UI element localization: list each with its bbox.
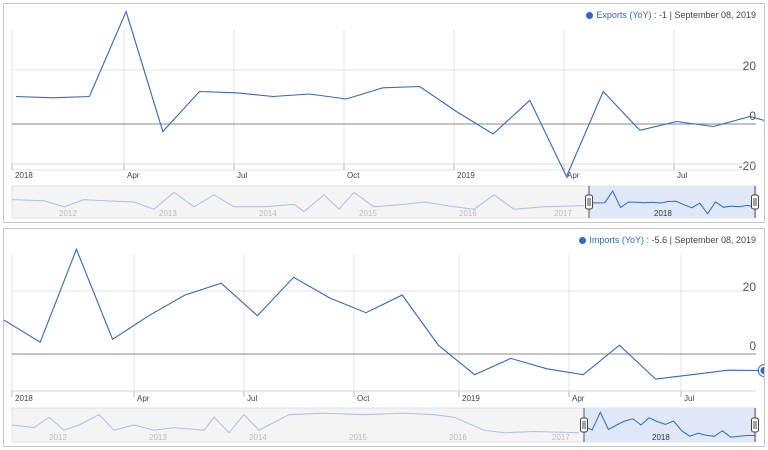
y-tick-label: 0 bbox=[749, 109, 756, 123]
navigator-year-label: 2017 bbox=[552, 433, 570, 442]
navigator-history-line bbox=[11, 191, 585, 213]
imports-chart-panel: Imports (YoY) : -5.6 | September 08, 201… bbox=[3, 228, 765, 447]
navigator-right-handle[interactable] bbox=[751, 194, 759, 210]
navigator-year-label: 2017 bbox=[554, 209, 572, 218]
x-tick-label: Jul bbox=[247, 394, 257, 403]
navigator-year-label: 2018 bbox=[652, 433, 670, 442]
legend-series-name: Imports (YoY) bbox=[589, 235, 645, 245]
navigator-window-line bbox=[583, 411, 755, 438]
legend-date: September 08, 2019 bbox=[674, 10, 756, 20]
exports-legend: Exports (YoY) : -1 | September 08, 2019 bbox=[586, 10, 756, 20]
x-tick-label: 2019 bbox=[457, 171, 475, 180]
last-point-marker bbox=[758, 365, 764, 376]
navigator-year-label: 2018 bbox=[654, 209, 672, 218]
navigator-right-handle[interactable] bbox=[751, 417, 759, 433]
imports-chart-svg[interactable]: 20 0 2018 Apr Jul Oct 2019 Apr Jul 2012 2013 2014 20… bbox=[4, 229, 764, 446]
exports-chart-svg[interactable]: 20 0 -20 2018 Apr Jul Oct 2019 Apr Jul 2012 2013 201… bbox=[4, 4, 764, 222]
navigator-year-label: 2015 bbox=[349, 433, 367, 442]
navigator-history-line bbox=[11, 412, 580, 434]
navigator-selected-window[interactable] bbox=[584, 408, 755, 442]
navigator-year-label: 2013 bbox=[159, 209, 177, 218]
legend-series-name: Exports (YoY) bbox=[596, 10, 652, 20]
navigator-year-label: 2015 bbox=[359, 209, 377, 218]
x-tick-label: Jul bbox=[684, 394, 694, 403]
navigator-year-label: 2012 bbox=[49, 433, 67, 442]
legend-value: -5.6 bbox=[651, 235, 668, 245]
x-tick-label: 2018 bbox=[15, 394, 33, 403]
x-tick-label: Apr bbox=[567, 171, 580, 180]
navigator-window-line bbox=[588, 189, 756, 215]
legend-sep: : bbox=[646, 235, 650, 245]
navigator-year-label: 2012 bbox=[59, 209, 77, 218]
navigator-year-label: 2016 bbox=[449, 433, 467, 442]
y-tick-label: 0 bbox=[749, 339, 756, 353]
x-tick-label: Apr bbox=[572, 394, 585, 403]
imports-legend: Imports (YoY) : -5.6 | September 08, 201… bbox=[579, 235, 756, 245]
x-tick-label: Apr bbox=[127, 171, 140, 180]
exports-chart-panel: Exports (YoY) : -1 | September 08, 2019 … bbox=[3, 3, 765, 223]
last-point-ring bbox=[757, 364, 764, 378]
navigator-year-label: 2016 bbox=[459, 209, 477, 218]
navigator-year-label: 2014 bbox=[249, 433, 267, 442]
navigator-year-label: 2014 bbox=[259, 209, 277, 218]
series-line bbox=[4, 247, 764, 380]
legend-date: September 08, 2019 bbox=[674, 235, 756, 245]
x-tick-label: Oct bbox=[357, 394, 370, 403]
series-dot-icon bbox=[579, 237, 587, 245]
y-tick-label: 20 bbox=[743, 280, 757, 294]
x-tick-label: Jul bbox=[237, 171, 247, 180]
series-dot-icon bbox=[586, 12, 594, 20]
navigator-left-handle[interactable] bbox=[585, 194, 593, 210]
y-tick-label: -20 bbox=[739, 159, 757, 173]
y-tick-label: 20 bbox=[743, 59, 757, 73]
navigator-left-handle[interactable] bbox=[580, 417, 588, 433]
legend-value: -1 bbox=[659, 10, 668, 20]
x-tick-label: 2019 bbox=[462, 394, 480, 403]
series-line bbox=[15, 9, 764, 178]
legend-sep: : bbox=[654, 10, 657, 20]
x-tick-label: Apr bbox=[137, 394, 150, 403]
navigator-selected-window[interactable] bbox=[589, 186, 755, 218]
x-tick-label: 2018 bbox=[15, 171, 33, 180]
x-tick-label: Jul bbox=[677, 171, 687, 180]
x-tick-label: Oct bbox=[347, 171, 360, 180]
navigator-year-label: 2013 bbox=[149, 433, 167, 442]
